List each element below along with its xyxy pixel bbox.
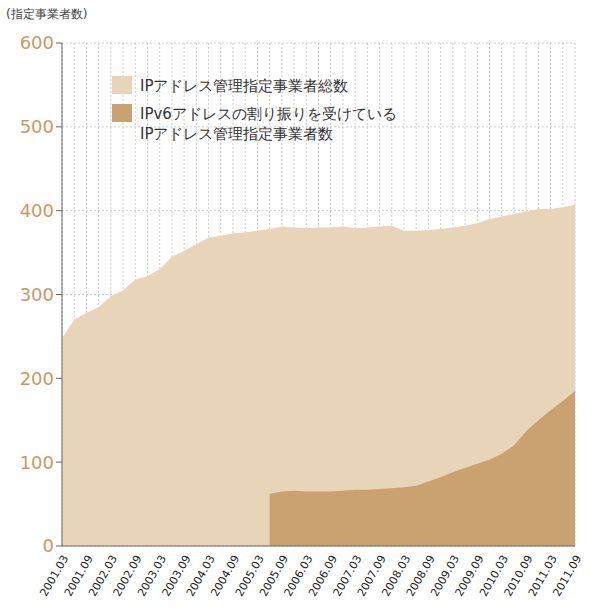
html-text:IPv6アドレスの割り振りを受けている IPアドレス管理指定: IPv6アドレスの割り振りを受けている IPアドレス管理指定事業者数 — [140, 105, 397, 143]
svg-text:0: 0 — [43, 535, 54, 556]
svg-text:2007.09: 2007.09 — [354, 552, 389, 599]
svg-text:2009.03: 2009.03 — [428, 552, 463, 599]
svg-text:100: 100 — [20, 452, 54, 473]
svg-text:2011.03: 2011.03 — [525, 552, 560, 599]
svg-text:2007.03: 2007.03 — [330, 552, 365, 599]
svg-text:400: 400 — [20, 200, 54, 221]
svg-text:2006.03: 2006.03 — [281, 552, 316, 599]
svg-text:2003.03: 2003.03 — [135, 552, 170, 599]
svg-text:2001.09: 2001.09 — [61, 552, 96, 599]
svg-text:2001.03: 2001.03 — [37, 552, 72, 599]
svg-text:2005.03: 2005.03 — [232, 552, 267, 599]
svg-text:600: 600 — [20, 32, 54, 53]
svg-text:2002.03: 2002.03 — [86, 552, 121, 599]
svg-text:2009.09: 2009.09 — [452, 552, 487, 599]
svg-text:2011.09: 2011.09 — [550, 553, 584, 599]
svg-text:2005.09: 2005.09 — [257, 552, 292, 599]
svg-text:2003.09: 2003.09 — [159, 552, 194, 599]
svg-text:500: 500 — [20, 116, 54, 137]
html-text:IPアドレス管理指定事業者総数: IPアドレス管理指定事業者総数 — [140, 77, 349, 95]
svg-text:200: 200 — [20, 368, 54, 389]
svg-text:2002.09: 2002.09 — [110, 552, 145, 599]
svg-text:2008.09: 2008.09 — [403, 552, 438, 599]
svg-text:2010.09: 2010.09 — [501, 552, 536, 599]
svg-text:300: 300 — [20, 284, 54, 305]
svg-text:2008.03: 2008.03 — [379, 552, 414, 599]
svg-text:2010.03: 2010.03 — [477, 552, 512, 599]
svg-text:2004.03: 2004.03 — [183, 552, 218, 599]
html-text:(指定事業者数): (指定事業者数) — [6, 7, 88, 21]
svg-text:2006.09: 2006.09 — [306, 552, 341, 599]
svg-text:2004.09: 2004.09 — [208, 552, 243, 599]
